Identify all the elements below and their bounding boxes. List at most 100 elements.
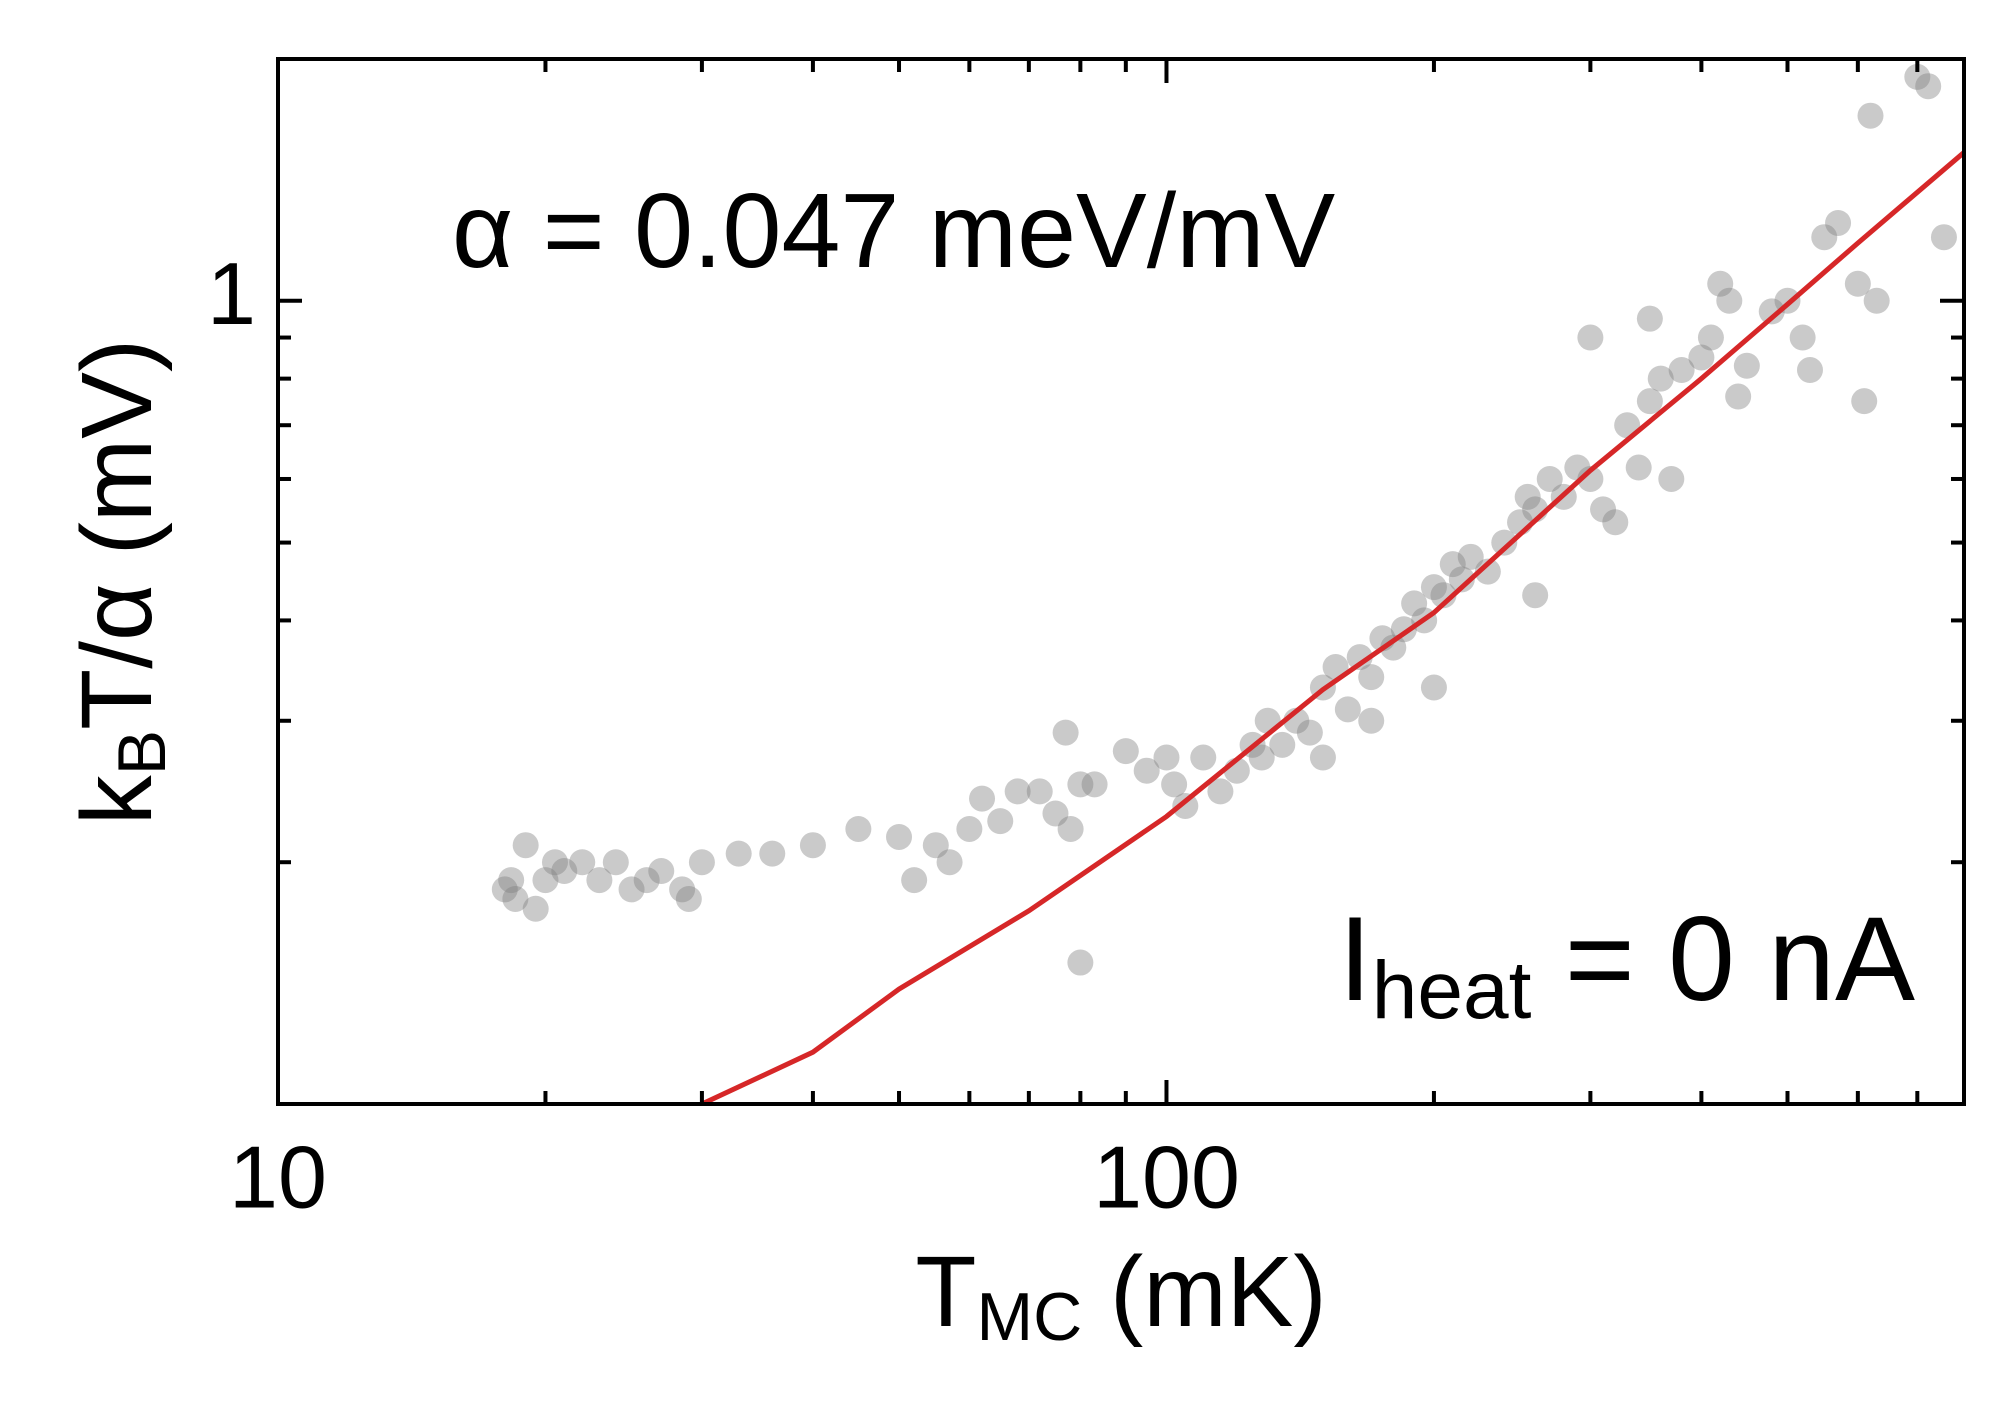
scatter-point — [1733, 352, 1760, 379]
scatter-point — [1536, 465, 1563, 492]
scatter-point — [759, 840, 786, 867]
scatter-point — [1844, 270, 1871, 297]
scatter-point — [532, 867, 559, 894]
scatter-point — [1863, 287, 1890, 314]
scatter-point — [1577, 465, 1604, 492]
scatter-point — [1067, 949, 1094, 976]
scatter-point — [1448, 566, 1475, 593]
annotation-text: I — [1338, 892, 1371, 1026]
scatter-point — [688, 849, 715, 876]
x-tick-label: 100 — [1093, 1127, 1240, 1226]
scatter-point — [901, 867, 928, 894]
scatter-point — [1430, 582, 1457, 609]
scatter-point — [1420, 574, 1447, 601]
scatter-point — [618, 876, 645, 903]
scatter-point — [1004, 778, 1031, 805]
scatter-point — [987, 808, 1014, 835]
scatter-point — [1758, 298, 1785, 325]
scatter-point — [1420, 674, 1447, 701]
scatter-point — [725, 840, 752, 867]
scatter-point — [799, 832, 826, 859]
scatter-point — [1358, 664, 1385, 691]
scatter-point — [886, 823, 913, 850]
annotation: α = 0.047 meV/mV — [452, 172, 1335, 290]
y-tick-label: 1 — [207, 244, 256, 343]
scatter-point — [1207, 778, 1234, 805]
scatter-point — [1296, 719, 1323, 746]
scatter-point — [669, 876, 696, 903]
scatter-point — [1161, 771, 1188, 798]
scatter-point — [1636, 305, 1663, 332]
fit-line — [700, 150, 1964, 1104]
scatter-point — [1668, 357, 1695, 384]
scatter-point — [1636, 388, 1663, 415]
scatter-point — [1602, 509, 1629, 536]
scatter-point — [1248, 744, 1275, 771]
scatter-point — [1514, 483, 1541, 510]
scatter-point — [1697, 324, 1724, 351]
annotation-text: = 0 nA — [1531, 892, 1915, 1026]
scatter-point — [1309, 744, 1336, 771]
x-axis-label-text: (mK) — [1082, 1236, 1326, 1348]
plot-area — [491, 63, 1964, 1104]
scatter-point — [1457, 543, 1484, 570]
scatter-point — [1658, 465, 1685, 492]
scatter-point — [1688, 344, 1715, 371]
annotation: Iheat = 0 nA — [1338, 892, 1915, 1036]
scatter-point — [1825, 209, 1852, 236]
scatter-point — [602, 849, 629, 876]
scatter-point — [1625, 454, 1652, 481]
scatter-point — [922, 832, 949, 859]
scatter-point — [502, 885, 529, 912]
scatter-point — [1930, 224, 1957, 251]
y-axis-label: kBT/α (mV) — [61, 339, 180, 825]
y-axis-label-text: T/α (mV) — [61, 339, 173, 730]
scatter-point — [1439, 551, 1466, 578]
x-axis-label-text: T — [915, 1236, 976, 1348]
scatter-point — [1190, 744, 1217, 771]
scatter-point — [1026, 778, 1053, 805]
scatter-point — [1401, 590, 1428, 617]
x-tick-label: 10 — [229, 1127, 327, 1226]
scatter-point — [1067, 771, 1094, 798]
scatter-point — [1789, 324, 1816, 351]
scatter-point — [1112, 738, 1139, 765]
y-axis-label-text: k — [61, 774, 173, 825]
scatter-point — [498, 867, 525, 894]
scatter-point — [1915, 73, 1942, 100]
scatter-point — [1153, 744, 1180, 771]
scatter-point — [1725, 383, 1752, 410]
scatter-point — [1358, 707, 1385, 734]
scatter-point — [1346, 644, 1373, 671]
y-axis-label-subscript: B — [104, 730, 180, 775]
scatter-point — [1857, 102, 1884, 129]
scatter-point — [633, 867, 660, 894]
scatter-point — [1042, 800, 1069, 827]
scatter-point — [1474, 558, 1501, 585]
scatter-point — [541, 849, 568, 876]
scatter-point — [1647, 365, 1674, 392]
scatter-point — [956, 815, 983, 842]
scatter-point — [845, 815, 872, 842]
scatter-point — [1811, 224, 1838, 251]
scatter-point — [1577, 324, 1604, 351]
scatter-point — [1334, 696, 1361, 723]
annotation-text: α = 0.047 meV/mV — [452, 172, 1335, 290]
scatter-point — [1851, 388, 1878, 415]
scatter-point — [522, 895, 549, 922]
scatter-point — [586, 867, 613, 894]
x-axis-label-subscript: MC — [976, 1279, 1082, 1355]
scatter-point — [491, 876, 518, 903]
scatter-point — [551, 858, 578, 885]
x-axis-label: TMC (mK) — [915, 1236, 1326, 1355]
scatter-point — [969, 785, 996, 812]
scatter-point — [1269, 731, 1296, 758]
scatter-point — [1522, 582, 1549, 609]
scatter-point — [1133, 757, 1160, 784]
plot-frame — [276, 57, 1966, 1106]
scatter-point — [569, 849, 596, 876]
scatter-point — [936, 849, 963, 876]
scatter-point — [1172, 792, 1199, 819]
scatter-point — [512, 832, 539, 859]
